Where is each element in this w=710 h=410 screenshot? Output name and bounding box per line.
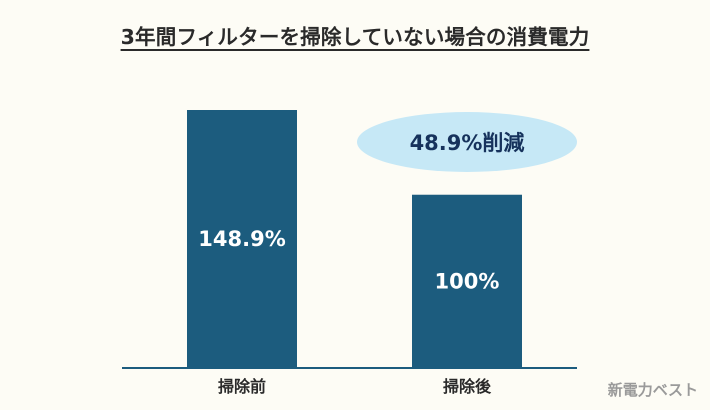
chart-title-text: 3年間フィルターを掃除していない場合の消費電力	[120, 25, 590, 49]
bar-value-label-1: 148.9%	[198, 227, 285, 251]
reduction-callout-bubble	[357, 112, 577, 172]
category-label-2: 掃除後	[443, 377, 492, 396]
category-label-1: 掃除前	[218, 377, 266, 396]
bar-value-label-2: 100%	[435, 269, 500, 293]
brand-watermark: 新電力ベスト	[607, 381, 698, 399]
reduction-callout-text: 48.9%削減	[410, 131, 525, 155]
bar-2	[412, 194, 522, 368]
bar-1	[187, 110, 297, 368]
chart-title: 3年間フィルターを掃除していない場合の消費電力	[0, 20, 710, 50]
